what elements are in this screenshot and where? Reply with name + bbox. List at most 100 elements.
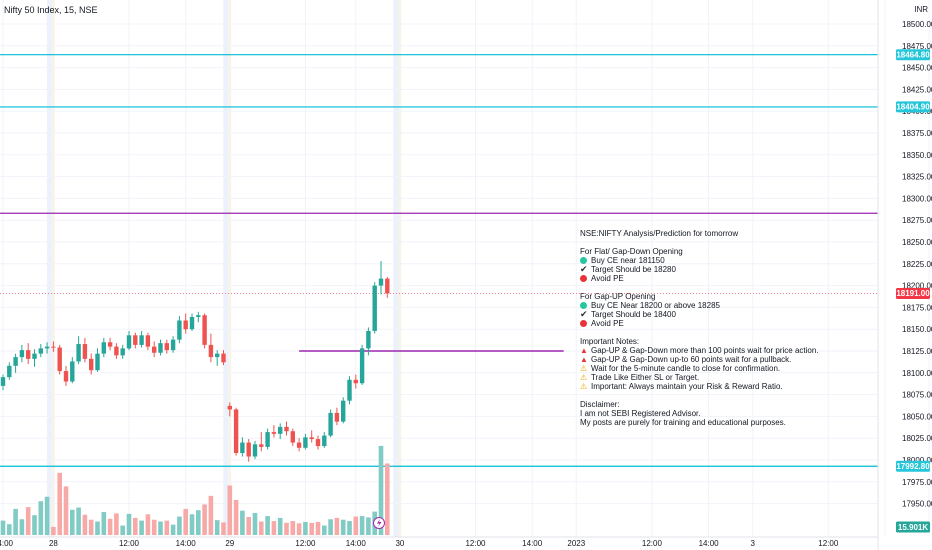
- candle-body: [347, 379, 352, 401]
- disclaimer-item: My posts are purely for training and edu…: [580, 418, 786, 427]
- flat-item: Buy CE near 181150: [580, 256, 880, 265]
- price-tick-label: 17975.00: [902, 478, 932, 487]
- candle-body: [265, 432, 270, 447]
- disclaimer-heading: Disclaimer:: [580, 400, 620, 409]
- candle-body: [271, 432, 277, 434]
- volume-bar: [114, 513, 119, 535]
- session-band: [223, 0, 229, 537]
- warning-icon: ⚠: [580, 382, 588, 391]
- session-band: [46, 0, 52, 537]
- volume-bar: [246, 517, 251, 535]
- check-mark-icon: ✔: [580, 309, 588, 319]
- candle-body: [101, 342, 106, 354]
- last-price-badge-bg: [896, 287, 930, 299]
- volume-bar: [315, 521, 321, 535]
- flat-heading: For Flat/ Gap-Down Opening: [580, 247, 683, 256]
- volume-bar: [120, 525, 125, 535]
- candle-body: [152, 346, 157, 353]
- candle-body: [208, 344, 214, 358]
- candle-body: [76, 344, 81, 362]
- volume-bar: [70, 509, 75, 535]
- candle-body: [259, 444, 264, 447]
- green-circle-icon: [580, 257, 587, 264]
- candle-body: [26, 350, 31, 359]
- candle-body: [246, 442, 251, 457]
- candle-body: [13, 357, 18, 366]
- currency-label: INR: [914, 5, 928, 14]
- candle-body: [372, 285, 377, 331]
- price-axis[interactable]: 18500.0018475.0018450.0018425.0018400.00…: [902, 20, 932, 509]
- price-tick-label: 18000.00: [902, 456, 932, 465]
- volume-bar: [214, 520, 220, 535]
- candle-body: [44, 346, 50, 349]
- volume-bars: [0, 445, 390, 535]
- volume-bar: [177, 516, 182, 535]
- price-tick-label: 18150.00: [902, 325, 932, 334]
- volume-bar: [322, 525, 327, 535]
- volume-bar: [63, 486, 69, 535]
- time-tick-label: 12:00: [295, 539, 316, 548]
- gapup-heading: For Gap-UP Opening: [580, 292, 656, 301]
- candle-body: [183, 320, 188, 330]
- level-price-badge-bg: [896, 101, 930, 113]
- candle-body: [353, 379, 358, 384]
- price-tick-label: 18050.00: [902, 412, 932, 421]
- volume-bar: [227, 485, 233, 535]
- candle-body: [284, 426, 289, 432]
- volume-bar: [183, 508, 188, 535]
- volume-bar: [101, 512, 107, 535]
- volume-bar: [303, 521, 308, 535]
- time-tick-label: 14:00: [346, 539, 367, 548]
- candle-body: [70, 361, 75, 382]
- lightning-icon[interactable]: [373, 517, 385, 529]
- horizontal-lines[interactable]: [0, 54, 878, 467]
- time-axis[interactable]: 14:00 28 12:00 14:00 29 12:00 14:00 30 12:00 14:0…: [0, 539, 839, 548]
- candle-body: [145, 335, 151, 347]
- volume-bar: [0, 520, 6, 535]
- candle-body: [309, 437, 314, 440]
- candle-body: [240, 442, 245, 454]
- volume-bar: [19, 519, 25, 535]
- price-tick-label: 18025.00: [902, 434, 932, 443]
- candle-body: [7, 365, 12, 378]
- volume-bar: [284, 522, 289, 535]
- volume-bar: [353, 516, 359, 535]
- candle-body: [57, 347, 62, 372]
- volume-bar: [334, 517, 340, 535]
- volume-bar: [158, 521, 163, 535]
- volume-bar: [265, 516, 270, 535]
- important-item: ▲ Gap-UP & Gap-Down more than 100 points …: [580, 346, 819, 355]
- candle-body: [290, 431, 295, 443]
- price-tick-label: 18075.00: [902, 391, 932, 400]
- candle-body: [189, 316, 195, 330]
- session-band: [393, 0, 399, 537]
- price-tick-label: 18100.00: [902, 369, 932, 378]
- time-tick-label: 12:00: [818, 539, 839, 548]
- candle-body: [133, 335, 138, 345]
- volume-bar: [145, 514, 151, 535]
- time-tick-label: 3: [750, 539, 755, 548]
- volume-bar: [7, 524, 12, 535]
- candle-body: [177, 320, 182, 340]
- candle-body: [202, 315, 207, 345]
- candle-body: [334, 412, 340, 422]
- candle-body: [378, 278, 384, 286]
- volume-bar: [259, 521, 264, 535]
- candle-body: [315, 439, 321, 447]
- candle-body: [95, 353, 100, 371]
- candle-body: [366, 330, 371, 349]
- volume-bar: [13, 508, 18, 535]
- price-tick-label: 18175.00: [902, 303, 932, 312]
- flat-item: ✔ Target Should be 18280: [580, 264, 676, 275]
- volume-bar: [378, 445, 384, 535]
- important-item: ⚠ Wait for the 5-minute candle to close f…: [580, 364, 781, 373]
- candle-body: [359, 348, 365, 384]
- green-circle-icon: [580, 302, 587, 309]
- volume-bar: [328, 519, 333, 535]
- symbol-title[interactable]: Nifty 50 Index, 15, NSE: [4, 5, 98, 15]
- volume-bar: [44, 496, 50, 535]
- level-price-badge: 17992.80: [896, 462, 930, 471]
- price-tick-label: 18125.00: [902, 347, 932, 356]
- time-tick-label: 14:00: [522, 539, 543, 548]
